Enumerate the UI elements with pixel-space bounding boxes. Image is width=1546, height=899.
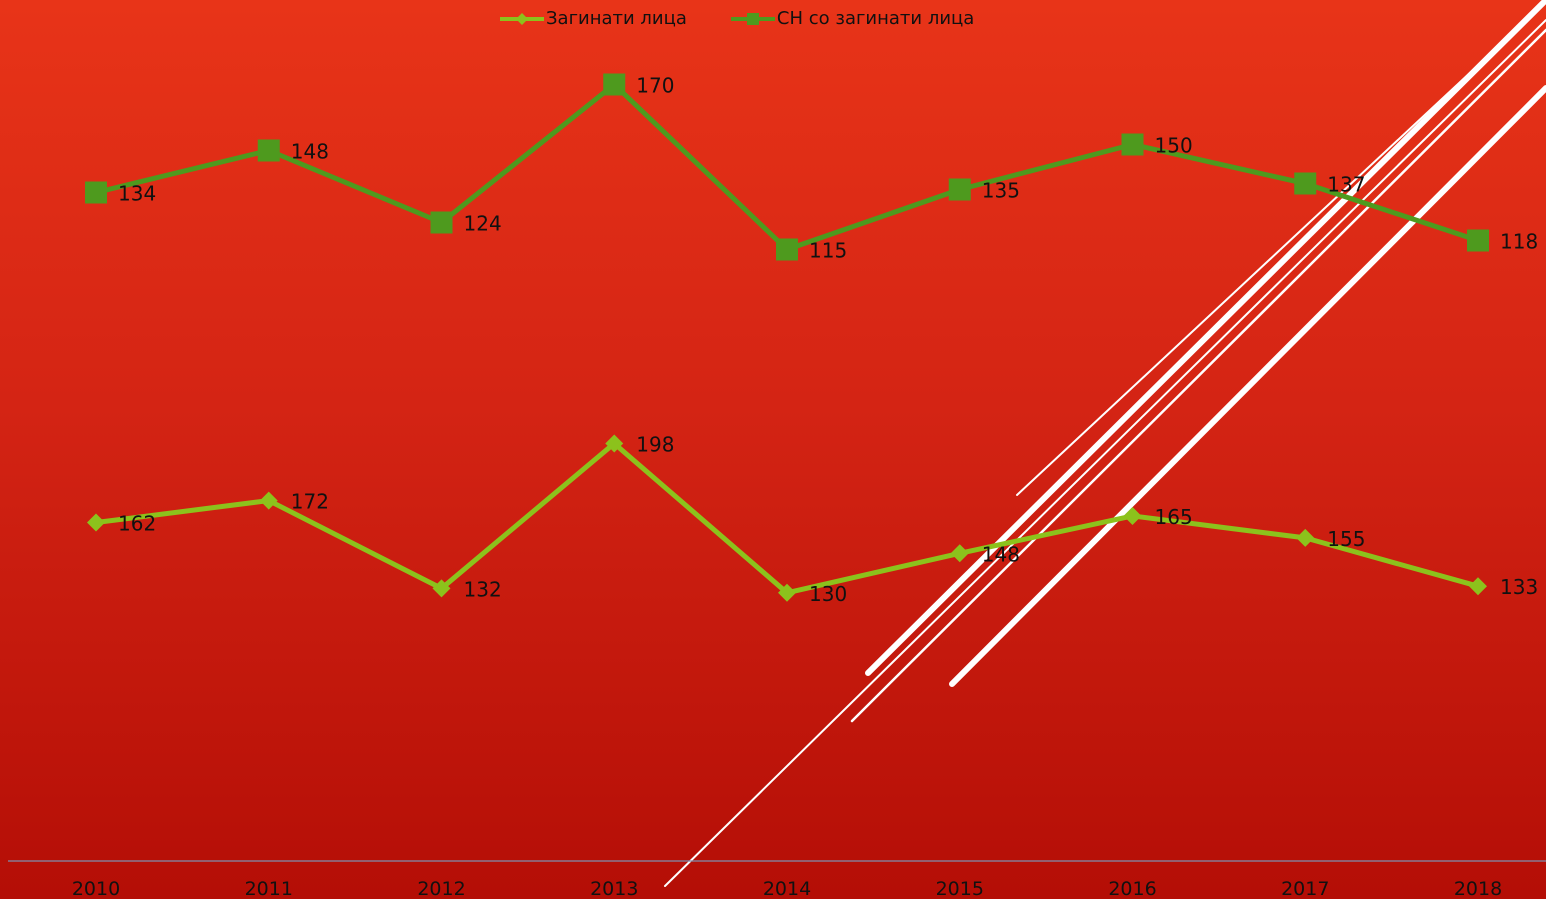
data-label: 124 <box>464 212 502 236</box>
x-tick-label: 2017 <box>1281 878 1329 899</box>
decorative-stripe <box>1016 1 1546 496</box>
data-point <box>259 491 278 510</box>
data-point <box>1294 172 1317 195</box>
data-point <box>85 181 107 204</box>
data-label: 135 <box>982 179 1020 203</box>
legend-label-series-2: СН со загинати лица <box>776 8 975 29</box>
data-point <box>603 73 626 96</box>
data-label: 130 <box>809 582 847 606</box>
data-point <box>1469 577 1487 596</box>
data-label: 132 <box>464 577 502 601</box>
x-tick-label: 2012 <box>417 878 465 899</box>
series-1: 162 172 132 198 130 148 165 155 133 <box>87 432 1538 606</box>
x-tick-label: 2013 <box>590 878 638 899</box>
decorative-stripe <box>949 85 1546 687</box>
data-point <box>948 178 971 201</box>
decorative-stripe <box>664 19 1546 887</box>
data-point <box>778 583 796 602</box>
x-tick-label: 2010 <box>72 878 120 899</box>
data-point <box>1123 506 1142 525</box>
data-point <box>432 579 451 598</box>
data-label: 155 <box>1327 527 1365 551</box>
data-point <box>776 238 798 261</box>
decorative-stripes <box>664 0 1546 887</box>
diamond-marker-icon <box>500 12 544 25</box>
legend-item-series-1: Загинати лица <box>500 8 687 29</box>
x-tick-labels: 2010 2011 2012 2013 2014 2015 2016 2017 2018 <box>72 878 1502 899</box>
series-line <box>95 440 1479 596</box>
decorative-stripe <box>850 28 1546 723</box>
x-tick-label: 2011 <box>245 878 293 899</box>
data-label: 148 <box>291 140 329 164</box>
x-tick-label: 2015 <box>936 878 984 899</box>
data-label: 118 <box>1500 230 1538 254</box>
data-label: 170 <box>636 74 674 98</box>
series-line <box>95 82 1479 252</box>
data-point <box>257 139 280 162</box>
data-label: 162 <box>118 512 156 536</box>
series-2: 134 148 124 170 115 135 150 137 118 <box>85 73 1538 263</box>
data-point <box>950 544 969 563</box>
legend-label-series-1: Загинати лица <box>546 8 687 29</box>
data-point <box>87 513 105 532</box>
legend: Загинати лица СН со загинати лица <box>500 8 974 29</box>
series-layer: 1621721321981301481651551331341481241701… <box>85 73 1538 606</box>
data-point <box>605 434 624 453</box>
data-label: 172 <box>291 490 329 514</box>
data-label: 133 <box>1500 575 1538 599</box>
decorative-stripe <box>865 0 1546 676</box>
data-point <box>1121 133 1144 156</box>
x-tick-label: 2018 <box>1454 878 1502 899</box>
data-point <box>1467 229 1489 252</box>
x-tick-label: 2014 <box>763 878 811 899</box>
data-point <box>1296 528 1315 547</box>
data-label: 165 <box>1155 505 1193 529</box>
square-marker-icon <box>730 12 775 25</box>
data-label: 134 <box>118 182 156 206</box>
data-label: 198 <box>636 432 674 456</box>
data-label: 150 <box>1155 134 1193 158</box>
legend-item-series-2: СН со загинати лица <box>730 8 975 29</box>
data-point <box>430 211 453 234</box>
x-tick-label: 2016 <box>1108 878 1156 899</box>
data-label: 148 <box>982 542 1020 566</box>
data-label: 137 <box>1327 173 1365 197</box>
data-label: 115 <box>809 239 847 263</box>
